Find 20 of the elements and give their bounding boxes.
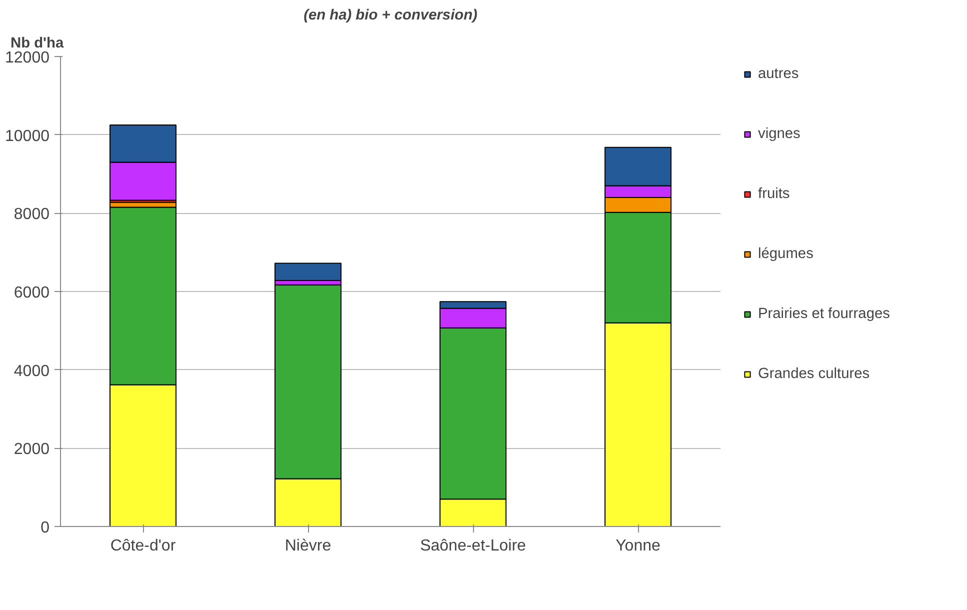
legend-label: Prairies et fourrages	[758, 306, 890, 322]
y-tick-label: 10000	[5, 128, 50, 145]
x-tick-label: Saône-et-Loire	[420, 538, 526, 554]
y-tick-label: 0	[40, 520, 50, 536]
x-tick-label: Côte-d'or	[110, 538, 176, 554]
legend-label: vignes	[758, 126, 800, 142]
y-tick-label: 12000	[5, 50, 50, 66]
y-tick-label: 6000	[14, 284, 50, 302]
y-tick-label: 2000	[14, 441, 50, 458]
chart-title: (en ha) bio + conversion)	[304, 8, 478, 24]
legend-label: légumes	[758, 246, 814, 262]
y-tick-label: 8000	[14, 206, 50, 224]
y-axis-title: Nb d'ha	[10, 36, 64, 52]
legend-label: Grandes cultures	[758, 366, 870, 382]
legend-label: fruits	[758, 186, 790, 202]
bar	[274, 262, 342, 282]
x-tick-label: Yonne	[616, 538, 660, 554]
legend-label: autres	[758, 66, 799, 82]
x-tick-label: Nièvre	[284, 538, 332, 554]
y-tick-label: 4000	[14, 362, 50, 380]
